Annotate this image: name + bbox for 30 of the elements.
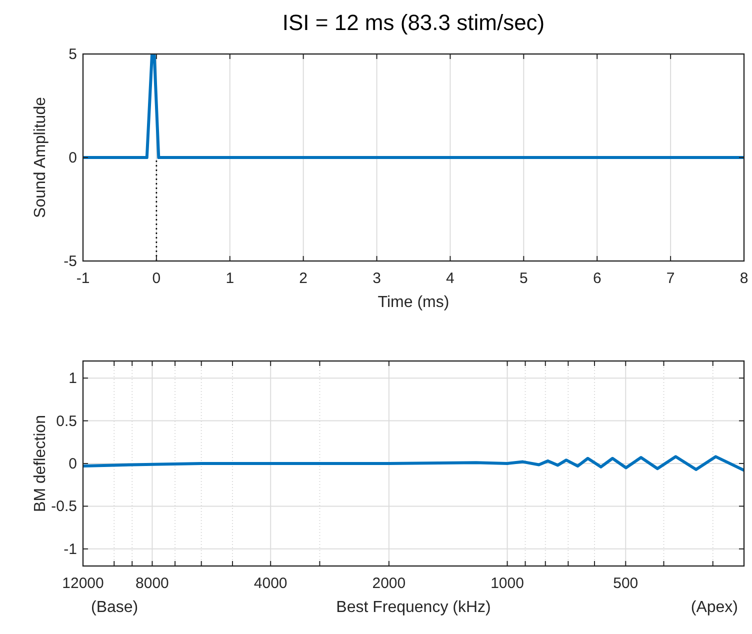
y-tick-label: -5 (64, 253, 77, 270)
y-tick-label: 0 (68, 150, 77, 166)
y-tick-label: 0 (68, 456, 77, 472)
text: (Base) (91, 599, 138, 616)
x-tick-label: 4 (446, 270, 454, 287)
x-tick-label: 6 (592, 270, 602, 287)
y-tick-label: -1 (64, 540, 77, 558)
y-tick-label: -0.5 (51, 498, 77, 516)
x-tick-label: 2 (299, 270, 308, 287)
x-tick-label: 5 (519, 270, 528, 287)
y-tick-label: 1 (68, 370, 77, 388)
y-axis-title: BM deflection (32, 415, 49, 512)
x-tick-label: 4000 (254, 575, 288, 592)
x-tick-label: 8 (740, 270, 748, 287)
chart-title: ISI = 12 ms (83.3 stim/sec) (282, 10, 545, 35)
y-tick-label: 5 (68, 46, 77, 63)
x-tick-label: 2000 (372, 575, 406, 592)
text: (Apex) (690, 599, 738, 616)
x-tick-label: 8000 (136, 575, 169, 592)
y-axis-title: Sound Amplitude (32, 96, 49, 218)
x-axis-title: Time (ms) (378, 294, 450, 311)
x-tick-label: 1000 (490, 575, 524, 592)
x-tick-label: 3 (372, 270, 381, 287)
x-tick-label: 1 (226, 270, 234, 287)
x-tick-label: 0 (152, 270, 161, 287)
x-axis-title: Best Frequency (kHz) (336, 599, 491, 616)
x-tick-label: 500 (613, 575, 638, 592)
x-tick-label: 7 (666, 270, 675, 287)
x-tick-label: 12000 (62, 575, 104, 592)
y-tick-label: 0.5 (56, 412, 77, 430)
